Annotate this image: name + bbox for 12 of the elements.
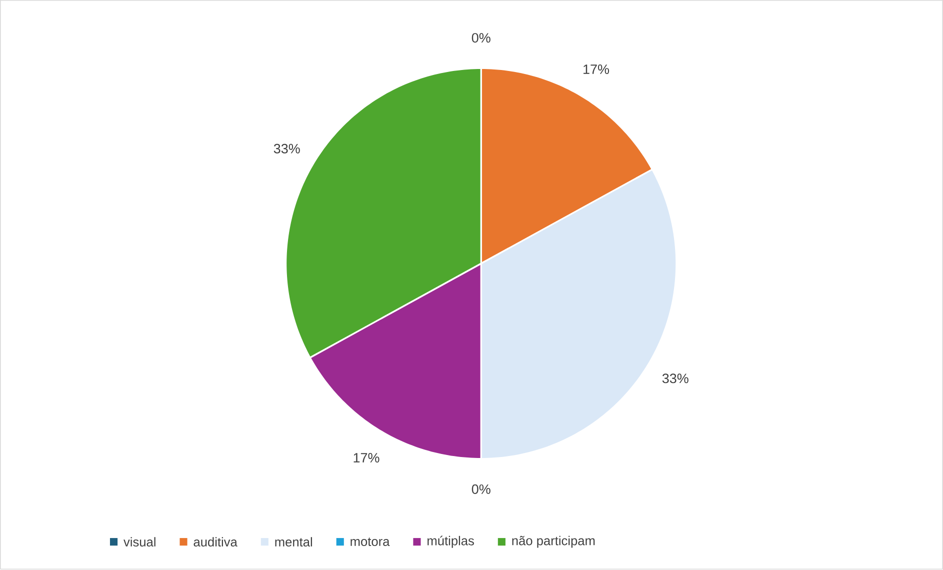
legend-label: auditiva — [194, 537, 238, 547]
legend-label: mental — [275, 537, 312, 547]
text: 0% — [472, 33, 490, 43]
legend-label: mútiplas — [428, 536, 474, 548]
data-label: 17% — [354, 453, 380, 463]
legend-label: visual — [124, 537, 156, 547]
legend-label: motora — [350, 538, 390, 546]
legend-label: não participam — [512, 536, 595, 548]
data-label: 33% — [662, 374, 688, 384]
text: 0% — [472, 484, 490, 494]
data-label: 33% — [274, 144, 300, 154]
data-label: 17% — [584, 64, 610, 74]
